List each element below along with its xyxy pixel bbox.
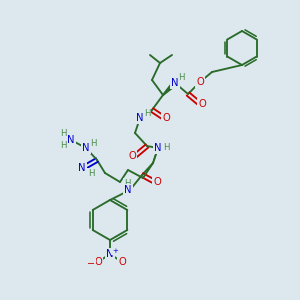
Polygon shape (163, 81, 177, 95)
Text: O: O (128, 151, 136, 161)
Text: N: N (67, 135, 75, 145)
Text: O: O (162, 113, 170, 123)
Text: N: N (171, 78, 179, 88)
Text: O: O (153, 177, 161, 187)
Text: H: H (60, 130, 66, 139)
Text: O: O (196, 77, 204, 87)
Text: H: H (88, 169, 94, 178)
Text: O: O (94, 257, 102, 267)
Text: H: H (124, 178, 130, 188)
Text: N: N (124, 185, 132, 195)
Text: H: H (144, 110, 150, 118)
Text: O: O (118, 257, 126, 267)
Text: O: O (198, 99, 206, 109)
Text: −: − (87, 259, 95, 269)
Text: N: N (78, 163, 86, 173)
Text: N: N (136, 113, 144, 123)
Text: N: N (106, 249, 114, 259)
Text: H: H (163, 143, 169, 152)
Text: N: N (82, 143, 90, 153)
Text: N: N (154, 143, 162, 153)
Text: H: H (178, 74, 184, 82)
Text: +: + (112, 248, 118, 254)
Text: H: H (90, 139, 96, 148)
Text: H: H (60, 142, 66, 151)
